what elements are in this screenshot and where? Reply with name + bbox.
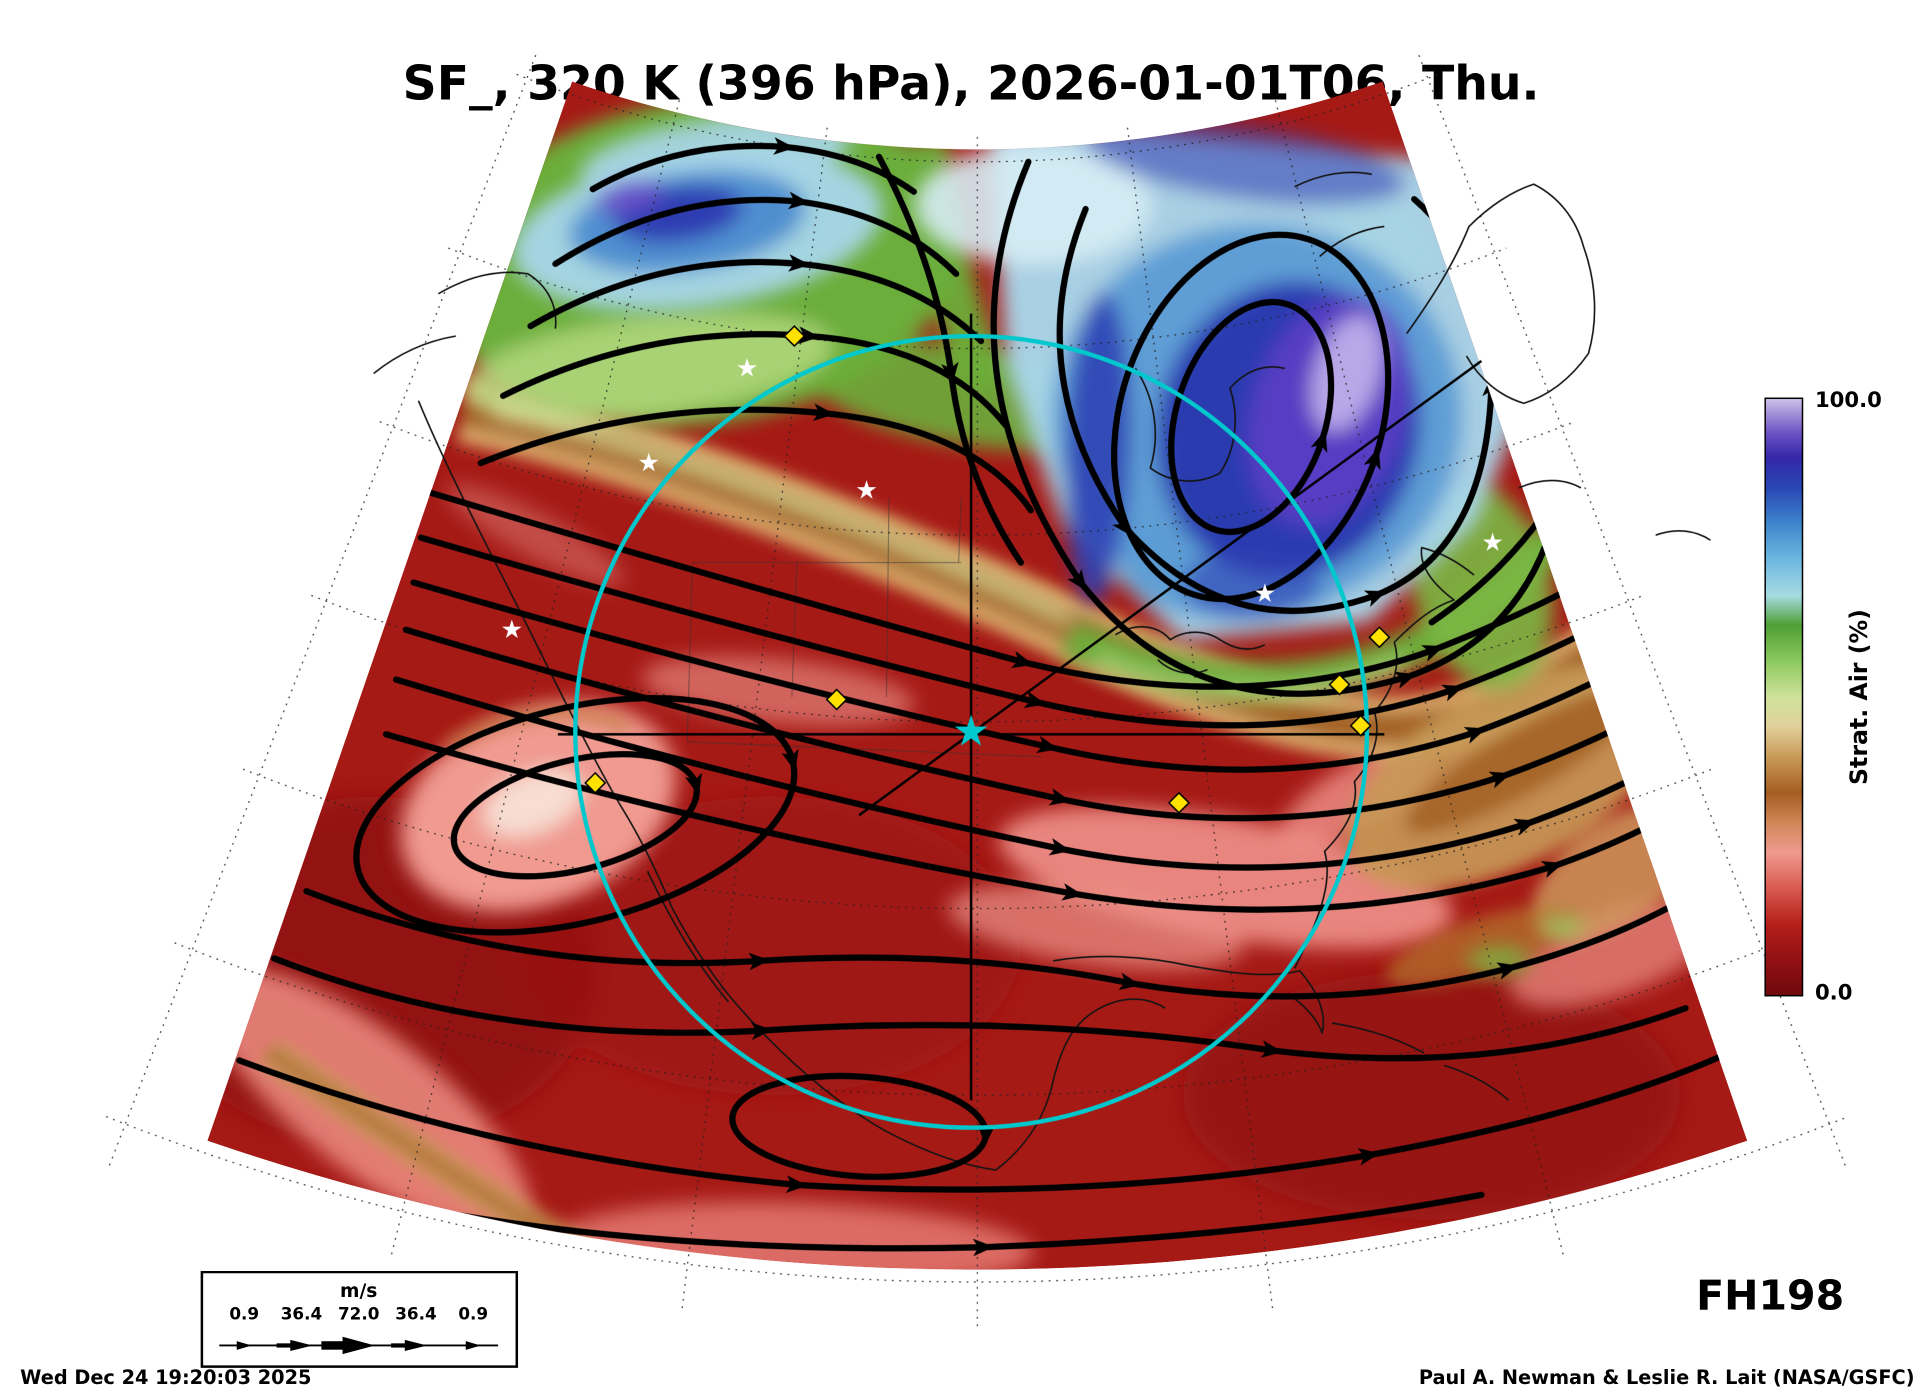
graticule-line	[389, 100, 680, 1260]
diagonal-section-line	[858, 359, 1483, 817]
cyan-star-marker	[954, 714, 988, 746]
streamline	[450, 751, 703, 880]
yellow-diamond-marker	[584, 771, 607, 794]
wind-legend-units: m/s	[340, 1281, 377, 1302]
wind-legend-box	[200, 1270, 519, 1368]
state-border	[686, 497, 1041, 758]
colorbar-max-label: 100.0	[1815, 387, 1882, 412]
wind-legend: m/s 0.9 36.4 72.0 36.4 0.9	[200, 1270, 519, 1368]
wind-legend-tick: 72.0	[338, 1303, 379, 1323]
coastline	[1518, 479, 1711, 541]
streamlines	[236, 137, 1748, 1257]
forecast-hour-label: FH198	[1696, 1271, 1844, 1319]
range-ring-circle	[573, 333, 1370, 1130]
colorbar-title: Strat. Air (%)	[1845, 609, 1873, 785]
streamline	[353, 694, 799, 936]
yellow-diamond-marker	[1349, 714, 1372, 737]
streamline	[270, 955, 1689, 1062]
coastline	[646, 870, 730, 1003]
yellow-diamond-marker	[825, 688, 848, 711]
wind-legend-tick: 0.9	[458, 1303, 488, 1323]
streamline	[875, 153, 1024, 566]
white-star-marker	[1466, 305, 1487, 325]
white-star-marker	[1482, 532, 1503, 551]
white-star-marker	[737, 358, 757, 377]
colorbar-min-label: 0.0	[1815, 979, 1852, 1004]
footer-timestamp: Wed Dec 24 19:20:03 2025	[20, 1366, 311, 1389]
streamline	[303, 845, 1748, 1000]
yellow-diamond-marker	[783, 325, 806, 348]
yellow-diamond-marker	[1328, 673, 1351, 696]
wind-legend-tick: 36.4	[281, 1303, 322, 1323]
white-star-marker	[856, 480, 877, 499]
wind-scale-arrows-icon	[219, 1336, 499, 1355]
yellow-diamond-marker	[1368, 626, 1391, 649]
coastline	[1331, 1022, 1510, 1101]
point-markers	[502, 305, 1503, 814]
streamline	[552, 191, 960, 277]
white-star-marker	[638, 452, 659, 472]
coastline	[373, 271, 557, 375]
white-star-marker	[502, 619, 522, 639]
graticule-arc	[174, 942, 1781, 1096]
graticule-arc	[516, 73, 1439, 163]
coastline	[1406, 183, 1596, 405]
streamline	[589, 137, 917, 195]
streamline	[527, 254, 985, 345]
wind-legend-tick: 36.4	[395, 1303, 436, 1323]
footer-credit: Paul A. Newman & Leslie R. Lait (NASA/GS…	[1419, 1366, 1915, 1389]
colorbar: 100.0 0.0 Strat. Air (%)	[1764, 387, 1882, 1004]
yellow-diamond-marker	[1167, 791, 1190, 814]
streamline	[445, 1191, 1485, 1257]
colorbar-gradient-bar	[1764, 397, 1804, 997]
wind-legend-tick: 0.9	[229, 1303, 259, 1323]
white-star-marker	[1255, 583, 1275, 603]
graticule-arc	[105, 1115, 1849, 1283]
coastline	[1294, 171, 1385, 258]
streamline	[236, 1032, 1748, 1193]
streamline	[477, 403, 1034, 514]
